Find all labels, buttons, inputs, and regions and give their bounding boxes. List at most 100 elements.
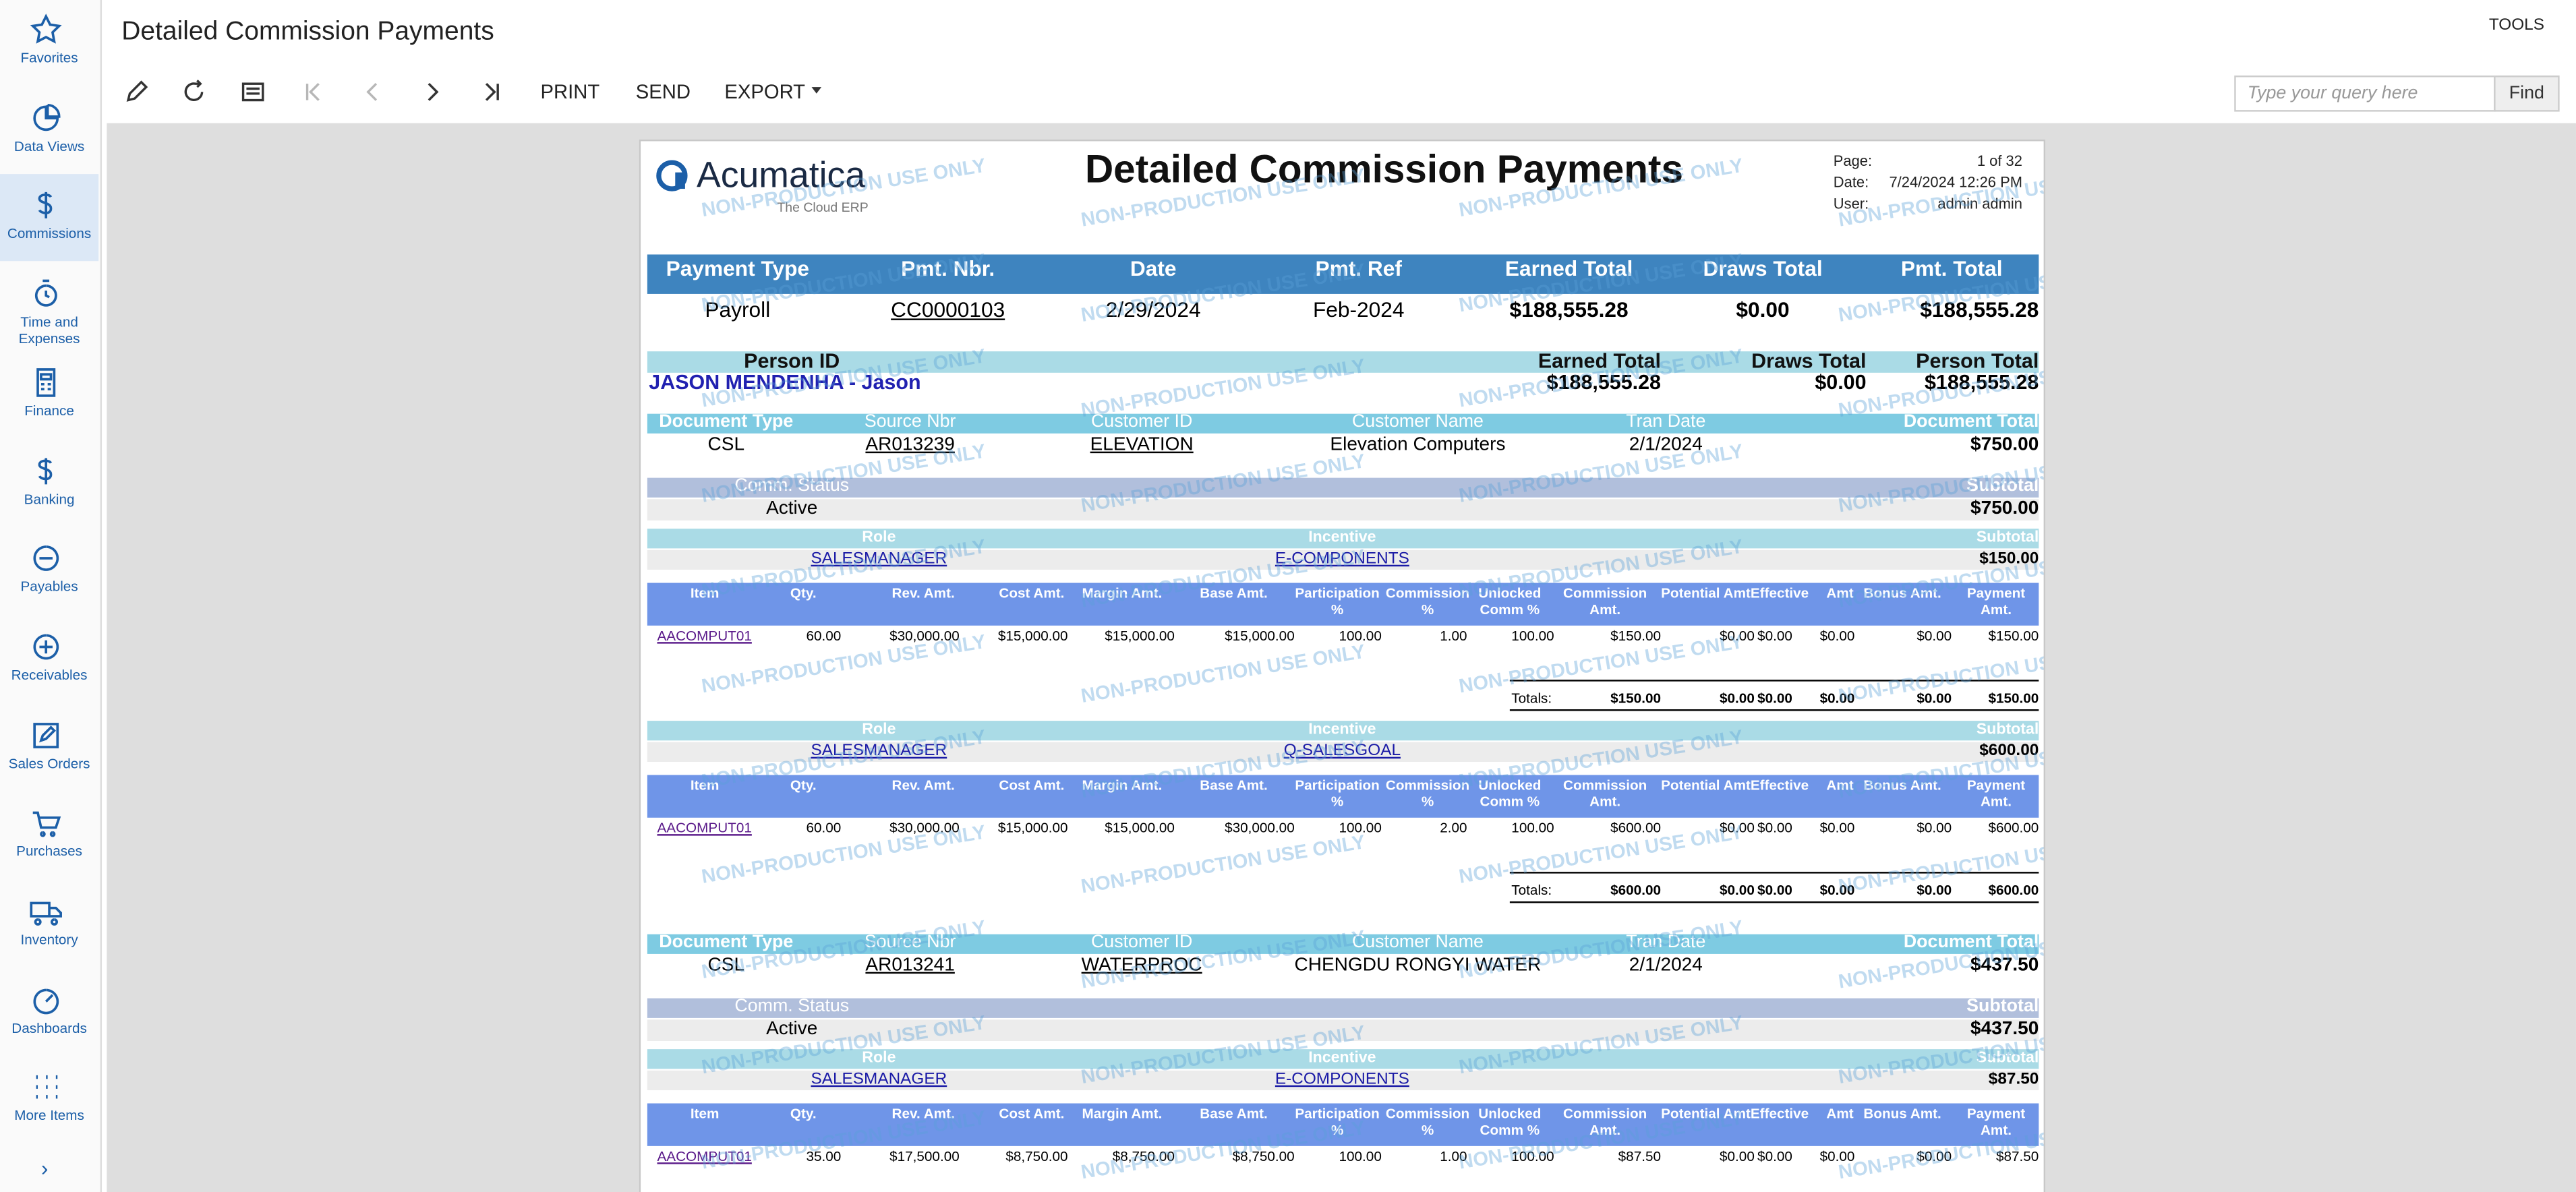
- document-cell[interactable]: WATERPROC: [1081, 955, 1202, 976]
- person-cell: $188,555.28: [1546, 371, 1661, 394]
- meta-label: Page:: [1833, 152, 1873, 169]
- edit-icon[interactable]: [123, 79, 150, 105]
- role-cell: $600.00: [1979, 742, 2039, 761]
- person-cell: $0.00: [1815, 371, 1867, 394]
- screen-title: Detailed Commission Payments: [121, 18, 494, 47]
- column-header: Pmt. Nbr.: [901, 256, 995, 281]
- column-header: Draws Total: [1751, 349, 1867, 373]
- meta-value: admin admin: [1937, 195, 2022, 212]
- sidebar-icon: [33, 545, 59, 572]
- sidebar-icon: [33, 103, 61, 131]
- sidebar-item[interactable]: Payables: [20, 578, 78, 595]
- document-cell: 2/1/2024: [1629, 435, 1703, 455]
- column-header: Earned Total: [1538, 349, 1661, 373]
- column-header: Payment Amt.: [1966, 776, 2026, 810]
- sidebar-item[interactable]: More Items: [14, 1107, 84, 1124]
- column-header: Role: [862, 529, 896, 547]
- report-title: Detailed Commission Payments: [1084, 148, 1684, 192]
- line-cell: $600.00: [1610, 819, 1661, 836]
- role-cell[interactable]: Q-SALESGOAL: [1283, 742, 1401, 761]
- column-header: Rev. Amt.: [891, 584, 955, 601]
- line-cell: $15,000.00: [997, 627, 1068, 644]
- icon-shape: [33, 722, 59, 748]
- document-cell: CHENGDU RONGYI WATER: [1294, 955, 1542, 976]
- column-header: Potential: [1661, 1104, 1720, 1122]
- line-cell: 100.00: [1511, 1148, 1554, 1164]
- column-header: Subtotal: [1976, 1049, 2039, 1067]
- document-cell: Elevation Computers: [1330, 435, 1506, 455]
- line-cell[interactable]: AACOMPUT01: [657, 1148, 752, 1164]
- line-cell: 100.00: [1339, 627, 1382, 644]
- header-band: [647, 1049, 2039, 1069]
- role-cell[interactable]: SALESMANAGER: [811, 1070, 947, 1089]
- column-header: Item: [690, 1104, 720, 1122]
- keyboard-icon[interactable]: [240, 79, 266, 105]
- sidebar-icon: [38, 457, 53, 484]
- sidebar-item[interactable]: Favorites: [20, 49, 78, 66]
- line-cell[interactable]: AACOMPUT01: [657, 819, 752, 836]
- line-cell: $150.00: [1610, 627, 1661, 644]
- sidebar-item[interactable]: Data Views: [13, 137, 85, 154]
- search-box[interactable]: Type your query here: [2234, 76, 2496, 112]
- column-header: Subtotal: [1966, 476, 2039, 496]
- toolbar-button[interactable]: SEND: [635, 80, 691, 104]
- sidebar-item[interactable]: Commissions: [7, 225, 92, 242]
- role-cell[interactable]: SALESMANAGER: [811, 549, 947, 568]
- sidebar-item[interactable]: Banking: [24, 489, 75, 507]
- totals-cell: $0.00: [1720, 881, 1755, 899]
- document-cell[interactable]: AR013239: [865, 435, 955, 455]
- sidebar-expand[interactable]: ›: [40, 1156, 49, 1181]
- line-cell[interactable]: AACOMPUT01: [657, 627, 752, 644]
- sidebar-item[interactable]: Time and Expenses: [18, 314, 80, 347]
- line-cell: 100.00: [1511, 819, 1554, 836]
- icon-shape: [30, 13, 62, 44]
- role-cell: $87.50: [1988, 1070, 2039, 1089]
- sidebar: Favorites Data Views Commissions Time and E…: [0, 0, 103, 1192]
- document-cell: CSL: [707, 435, 745, 455]
- column-header: Amt: [1826, 776, 1854, 794]
- line-cell: $15,000.00: [1225, 627, 1295, 644]
- sidebar-icon: [33, 988, 59, 1014]
- first-icon[interactable]: [301, 79, 327, 105]
- icon-shape: [33, 545, 59, 572]
- column-header: Participation %: [1295, 584, 1380, 618]
- toolbar-button[interactable]: EXPORT: [724, 80, 806, 104]
- column-header: Cost Amt.: [999, 1104, 1065, 1122]
- icon-shape: [34, 279, 57, 307]
- sidebar-item[interactable]: Finance: [24, 402, 74, 419]
- line-cell: $150.00: [1988, 627, 2039, 644]
- sidebar-icon: [30, 901, 62, 926]
- icon-shape: [33, 988, 59, 1014]
- sidebar-item[interactable]: Purchases: [16, 843, 83, 860]
- line-cell: $17,500.00: [889, 1148, 960, 1164]
- prev-icon[interactable]: [360, 79, 386, 105]
- sidebar-item[interactable]: Sales Orders: [8, 754, 90, 771]
- role-cell[interactable]: SALESMANAGER: [811, 742, 947, 761]
- line-cell: $0.00: [1916, 819, 1952, 836]
- document-cell[interactable]: AR013241: [865, 955, 955, 976]
- role-cell[interactable]: E-COMPONENTS: [1275, 1070, 1409, 1089]
- icon-shape: [33, 103, 61, 131]
- toolbar-button[interactable]: PRINT: [540, 80, 600, 104]
- last-icon[interactable]: [478, 79, 504, 105]
- header-band: [647, 477, 2039, 498]
- line-cell: $0.00: [1757, 819, 1792, 836]
- column-header: Subtotal: [1976, 529, 2039, 547]
- document-cell[interactable]: ELEVATION: [1090, 435, 1194, 455]
- header-band: [647, 775, 2039, 818]
- role-cell[interactable]: E-COMPONENTS: [1275, 549, 1409, 568]
- header-band: [647, 721, 2039, 741]
- tools-menu[interactable]: TOOLS: [2488, 16, 2544, 35]
- find-button[interactable]: Find: [2494, 76, 2560, 112]
- refresh-icon[interactable]: [182, 79, 208, 105]
- meta-label: User:: [1833, 195, 1869, 212]
- column-header: Payment Amt.: [1966, 584, 2026, 618]
- watermark: NON-PRODUCTION USE ONLY: [1079, 639, 1367, 708]
- sidebar-item[interactable]: Inventory: [20, 930, 78, 948]
- next-icon[interactable]: [419, 79, 445, 105]
- line-cell: $8,750.00: [1112, 1148, 1175, 1164]
- sidebar-item[interactable]: Receivables: [11, 666, 88, 683]
- sidebar-item[interactable]: Dashboards: [11, 1019, 87, 1036]
- payment-cell[interactable]: CC0000103: [891, 297, 1005, 322]
- totals-cell: $0.00: [1916, 881, 1952, 899]
